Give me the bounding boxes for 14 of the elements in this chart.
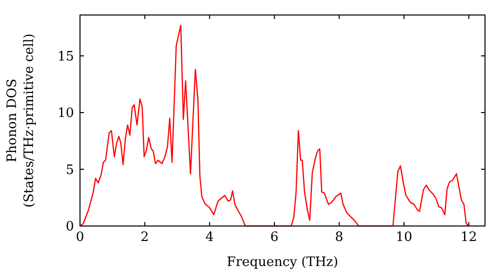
x-tick-label: 4 <box>205 230 214 245</box>
x-tick-label: 8 <box>335 230 344 245</box>
x-tick-label: 10 <box>396 230 412 245</box>
x-axis-title: Frequency (THz) <box>226 255 338 270</box>
x-tick-label: 0 <box>76 230 84 245</box>
y-tick-label: 10 <box>57 106 74 122</box>
x-tick-label: 2 <box>140 230 149 245</box>
x-tick-label: 12 <box>460 230 478 245</box>
y-tick-label: 5 <box>66 162 74 178</box>
y-tick-label: 0 <box>66 220 74 235</box>
x-tick-label: 6 <box>270 230 279 245</box>
y-axis-title: Phonon DOS (States/THz·primitive cell) <box>5 33 37 208</box>
line-series <box>80 24 470 227</box>
y-tick-label: 15 <box>57 49 74 64</box>
